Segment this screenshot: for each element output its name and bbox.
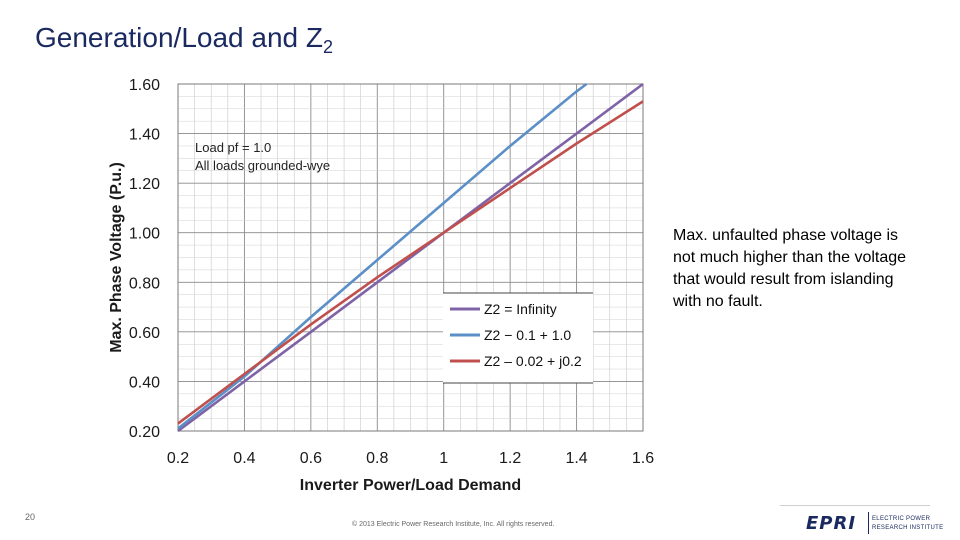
y-tick-label: 0.40 (129, 374, 160, 391)
copyright-text: © 2013 Electric Power Research Institute… (352, 521, 555, 528)
x-tick-label: 0.2 (167, 450, 189, 467)
x-axis-label: Inverter Power/Load Demand (300, 477, 521, 494)
plot-border (177, 83, 644, 432)
x-tick-label: 1.6 (632, 450, 654, 467)
x-tick-label: 1.4 (565, 450, 587, 467)
chart-legend: Z2 = Infinity Z2 − 0.1 + 1.0 Z2 – 0.02 + j… (443, 292, 593, 384)
plot-area (177, 83, 644, 432)
y-tick-label: 0.80 (129, 275, 160, 292)
x-tick-label: 1.2 (499, 450, 521, 467)
chart-grid (177, 83, 644, 432)
y-tick-label: 1.00 (129, 226, 160, 243)
x-tick-label: 0.4 (233, 450, 255, 467)
x-tick-label: 1 (439, 450, 448, 467)
y-tick-label: 1.40 (129, 127, 160, 144)
series-line-3 (177, 100, 644, 425)
chart-series (177, 82, 644, 433)
slide-title-subscript: 2 (322, 37, 333, 57)
chart-annotation: Load pf = 1.0 All loads grounded-wye (195, 140, 330, 173)
x-tick-label: 0.8 (366, 450, 388, 467)
logo-text-line2: RESEARCH INSTITUTE (872, 525, 944, 531)
logo-divider (868, 512, 869, 534)
y-tick-label: 0.20 (129, 424, 160, 441)
slide-title-text: Generation/Load and Z (35, 22, 323, 53)
side-note: Max. unfaulted phase voltage is not much… (673, 227, 907, 310)
legend-label-1: Z2 = Infinity (484, 301, 557, 317)
legend-label-2: Z2 − 0.1 + 1.0 (484, 327, 571, 343)
y-tick-label: 1.20 (129, 176, 160, 193)
slide-title: Generation/Load and Z2 (35, 22, 333, 58)
epri-logo: EPRI ELECTRIC POWER RESEARCH INSTITUTE (806, 512, 943, 536)
annotation-line-2: All loads grounded-wye (195, 158, 330, 173)
logo-mark: EPRI (806, 513, 857, 534)
footer-divider (780, 505, 930, 506)
x-tick-label: 0.6 (300, 450, 322, 467)
annotation-line-1: Load pf = 1.0 (195, 140, 271, 155)
y-axis-label: Max. Phase Voltage (P.u.) (108, 162, 125, 353)
page-number: 20 (25, 512, 36, 522)
chart-ticks: 0.2 0.4 0.6 0.8 1 1.2 1.4 1.6 0.20 0.40 0.60 0.80 1.… (129, 77, 654, 467)
y-tick-label: 0.60 (129, 325, 160, 342)
logo-text-line1: ELECTRIC POWER (872, 516, 931, 522)
legend-label-3: Z2 – 0.02 + j0.2 (484, 353, 582, 369)
series-line-1 (177, 82, 644, 433)
y-tick-label: 1.60 (129, 77, 160, 94)
chart-axis-labels: Inverter Power/Load Demand Max. Phase Vol… (108, 162, 521, 494)
